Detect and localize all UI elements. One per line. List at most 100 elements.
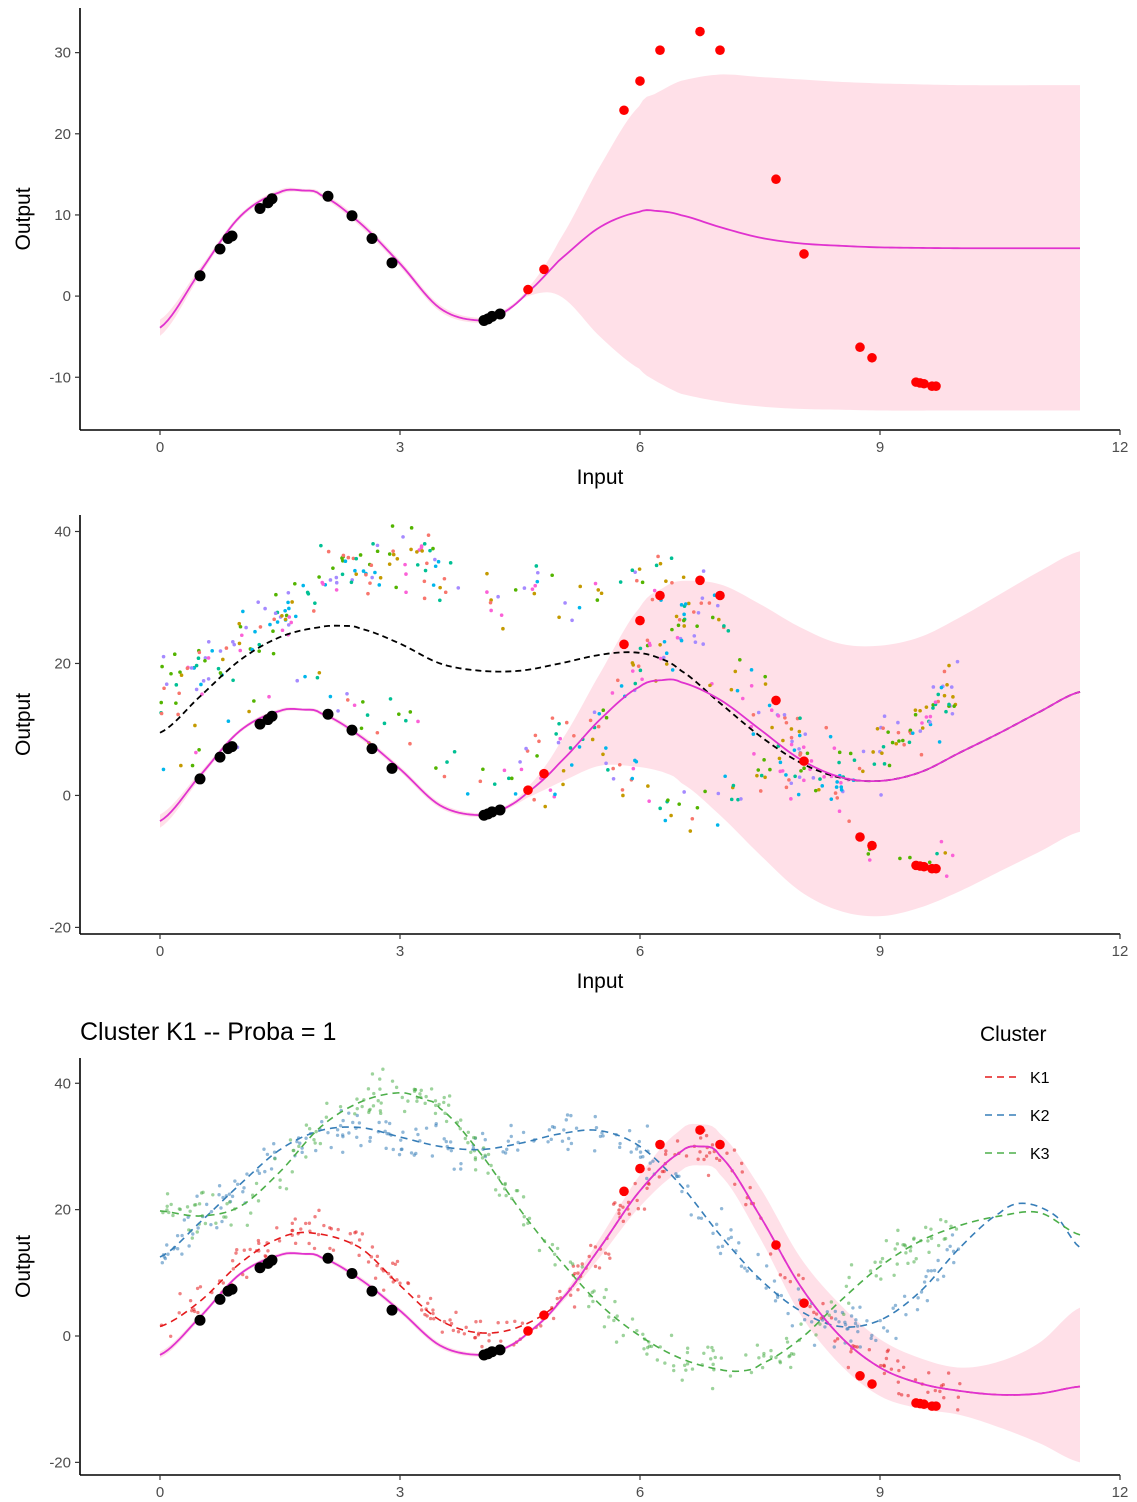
- cluster-point-k2: [546, 1140, 550, 1144]
- test-point: [635, 76, 645, 86]
- cluster-point-k1: [277, 1239, 282, 1243]
- y-tick-label: 20: [54, 126, 71, 143]
- background-point: [319, 543, 323, 548]
- cluster-point-k2: [854, 1318, 858, 1322]
- cluster-point-k1: [198, 1285, 203, 1289]
- test-point: [619, 105, 629, 116]
- background-point: [397, 712, 401, 716]
- background-point: [216, 666, 221, 671]
- background-point: [596, 724, 601, 729]
- test-point: [655, 1139, 665, 1150]
- cluster-point-k2: [569, 1113, 573, 1118]
- observed-point: [494, 804, 506, 816]
- background-point: [662, 639, 667, 644]
- cluster-point-k3: [423, 1101, 427, 1106]
- background-point: [258, 625, 263, 629]
- cluster-point-k3: [555, 1246, 560, 1251]
- cluster-point-k2: [335, 1133, 340, 1137]
- cluster-point-k1: [568, 1293, 573, 1297]
- cluster-point-k3: [655, 1358, 660, 1362]
- cluster-point-k3: [685, 1350, 690, 1355]
- cluster-point-k1: [307, 1221, 312, 1225]
- x-tick-label: 3: [396, 1484, 404, 1501]
- background-point: [206, 639, 211, 644]
- background-point: [677, 802, 681, 806]
- cluster-point-k2: [219, 1206, 223, 1210]
- background-point: [286, 623, 291, 627]
- background-point: [943, 851, 948, 855]
- observed-point: [266, 193, 278, 205]
- observed-point: [366, 232, 378, 244]
- cluster-point-k2: [430, 1154, 435, 1158]
- background-point: [382, 721, 387, 726]
- background-point: [172, 652, 177, 657]
- cluster-point-k1: [303, 1221, 308, 1226]
- background-point: [189, 666, 194, 670]
- cluster-point-k1: [257, 1241, 261, 1246]
- background-point: [631, 766, 636, 771]
- cluster-point-k2: [592, 1149, 597, 1153]
- cluster-point-k3: [497, 1193, 502, 1197]
- cluster-point-k3: [612, 1318, 616, 1323]
- observed-point: [226, 230, 238, 242]
- cluster-mean-k2: [159, 1126, 1081, 1328]
- cluster-point-k1: [480, 1344, 484, 1349]
- background-point: [415, 563, 420, 567]
- cluster-point-k3: [878, 1260, 883, 1264]
- background-point: [431, 583, 436, 587]
- cluster-point-k1: [316, 1232, 321, 1237]
- test-point: [715, 1139, 725, 1150]
- background-point: [937, 740, 942, 744]
- cluster-point-k3: [814, 1333, 818, 1337]
- background-point: [604, 715, 609, 720]
- cluster-point-k3: [424, 1094, 428, 1099]
- cluster-point-k2: [503, 1151, 508, 1155]
- cluster-point-k2: [802, 1318, 807, 1322]
- test-point: [799, 1298, 809, 1308]
- test-point: [695, 1125, 705, 1135]
- cluster-point-k2: [205, 1202, 209, 1207]
- background-point: [787, 778, 791, 782]
- cluster-point-k1: [657, 1175, 661, 1179]
- cluster-point-k1: [788, 1279, 793, 1284]
- cluster-point-k3: [187, 1228, 191, 1232]
- cluster-point-k3: [621, 1333, 625, 1338]
- cluster-point-k3: [728, 1374, 733, 1378]
- cluster-point-k3: [458, 1127, 462, 1131]
- background-point: [425, 561, 429, 566]
- cluster-point-k2: [885, 1329, 890, 1333]
- background-point: [924, 715, 929, 719]
- background-point: [789, 781, 794, 786]
- cluster-point-k3: [466, 1130, 471, 1135]
- cluster-point-k1: [419, 1308, 424, 1312]
- background-point: [422, 579, 427, 584]
- observed-point: [214, 1293, 226, 1305]
- background-point: [569, 763, 574, 767]
- cluster-point-k3: [378, 1109, 383, 1113]
- background-point: [328, 694, 333, 699]
- background-point: [452, 749, 457, 754]
- cluster-point-k3: [381, 1067, 385, 1071]
- cluster-point-k1: [663, 1152, 668, 1156]
- background-point: [550, 716, 555, 720]
- cluster-point-k3: [489, 1163, 493, 1168]
- cluster-point-k3: [379, 1101, 383, 1105]
- cluster-point-k3: [868, 1269, 873, 1273]
- background-point: [683, 602, 688, 606]
- test-point: [919, 1399, 929, 1410]
- cluster-point-k3: [504, 1193, 508, 1198]
- cluster-point-k1: [360, 1232, 365, 1236]
- cluster-point-k3: [568, 1260, 573, 1264]
- background-point: [599, 591, 604, 596]
- cluster-point-k3: [842, 1312, 846, 1317]
- cluster-point-k1: [428, 1296, 433, 1301]
- cluster-point-k1: [897, 1391, 901, 1396]
- cluster-point-k1: [896, 1359, 900, 1363]
- background-point: [185, 666, 190, 671]
- cluster-point-k3: [938, 1218, 943, 1222]
- cluster-point-k1: [821, 1301, 825, 1306]
- test-point: [655, 590, 665, 601]
- cluster-point-k3: [370, 1072, 375, 1076]
- background-point: [445, 760, 449, 764]
- cluster-point-k1: [621, 1205, 625, 1209]
